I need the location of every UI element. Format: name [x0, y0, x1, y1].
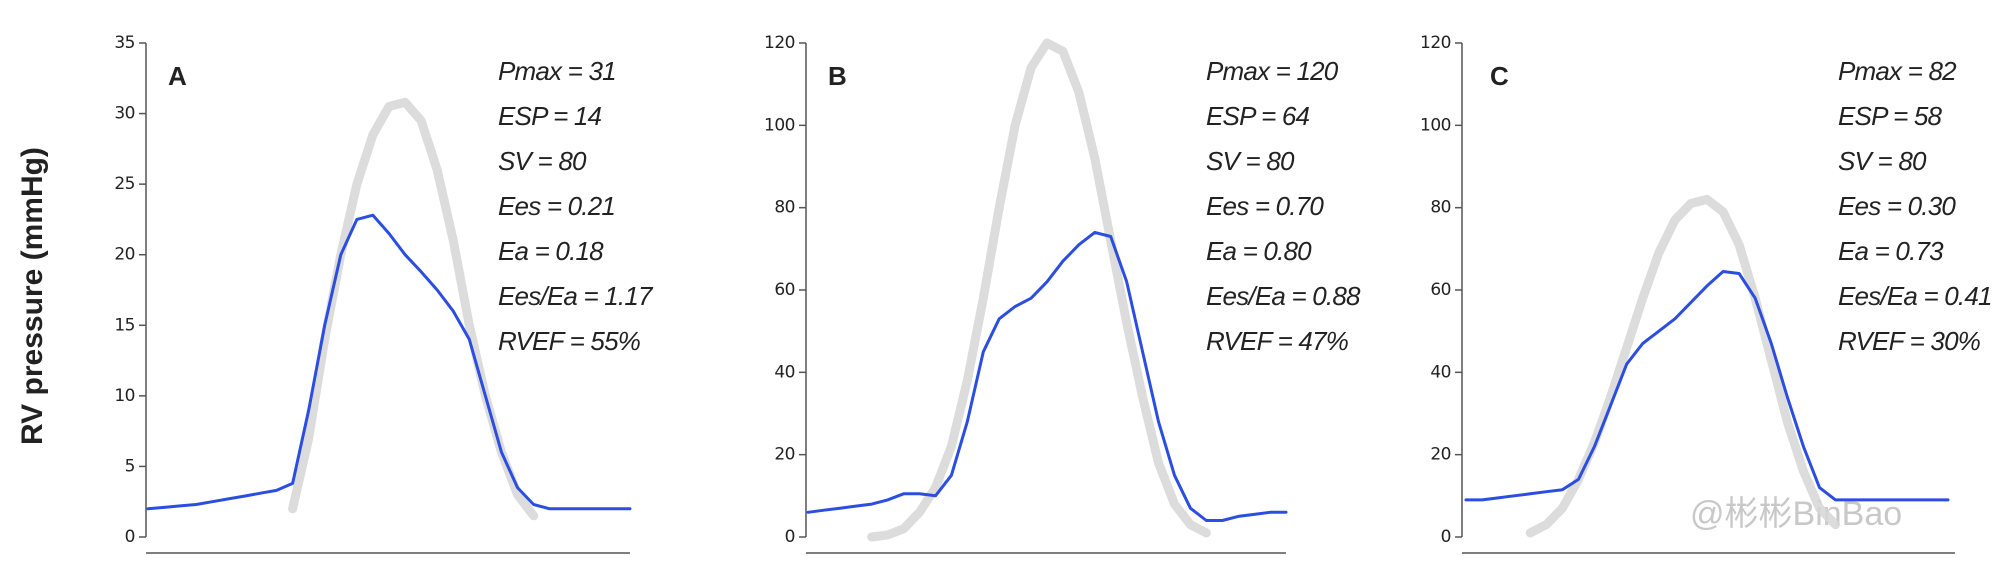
- y-tick-label: 60: [1430, 280, 1451, 300]
- panel: 0 5 10 15 20 25 30 35 A Pmax = 31 ESP = 14 SV = 80 E…: [16, 33, 655, 554]
- annotation: Ees/Ea = 1.17: [498, 281, 654, 311]
- y-tick-label: 20: [774, 445, 795, 465]
- curve: [146, 213, 632, 511]
- y-tick-label: 60: [774, 280, 795, 300]
- curve: [1525, 194, 1840, 538]
- panel-letter: B: [828, 61, 847, 91]
- y-tick-label: 25: [114, 174, 135, 194]
- annotation: Ees = 0.21: [498, 191, 615, 221]
- y-tick-label: 30: [114, 104, 135, 124]
- annotation: Pmax = 120: [1206, 56, 1339, 86]
- y-tick-label: 15: [114, 315, 135, 335]
- y-tick-label: 100: [1420, 115, 1451, 135]
- y-axis-label: RV pressure (mmHg): [16, 147, 49, 445]
- annotation: RVEF = 47%: [1206, 326, 1348, 356]
- annotation: Ea = 0.18: [498, 236, 604, 266]
- annotation: RVEF = 55%: [498, 326, 640, 356]
- curve: [1464, 270, 1950, 502]
- y-tick-label: 20: [114, 245, 135, 265]
- y-tick-label: 120: [1420, 33, 1451, 53]
- annotation: Ees = 0.70: [1206, 191, 1324, 221]
- annotation: Ees/Ea = 0.88: [1206, 281, 1361, 311]
- annotation: ESP = 58: [1838, 101, 1943, 131]
- y-tick-label: 35: [114, 33, 135, 53]
- curve: [806, 230, 1288, 522]
- y-tick-label: 0: [125, 527, 135, 547]
- annotation: Ea = 0.73: [1838, 236, 1944, 266]
- annotation: ESP = 64: [1206, 101, 1310, 131]
- annotation: Ees/Ea = 0.41: [1838, 281, 1992, 311]
- y-tick-label: 40: [1430, 362, 1451, 382]
- annotation: SV = 80: [498, 146, 587, 176]
- annotation: RVEF = 30%: [1838, 326, 1980, 356]
- curve: [867, 38, 1211, 542]
- annotation: ESP = 14: [498, 101, 602, 131]
- y-tick-label: 20: [1430, 445, 1451, 465]
- panel: 0 20 40 60 80 100 120 C Pmax = 82 ESP = 58 SV = 80…: [1420, 33, 1992, 554]
- panel-letter: A: [168, 61, 187, 91]
- y-tick-label: 10: [114, 386, 135, 406]
- y-tick-label: 120: [764, 33, 795, 53]
- annotation: Ea = 0.80: [1206, 236, 1312, 266]
- y-tick-label: 100: [764, 115, 795, 135]
- y-tick-label: 80: [774, 198, 795, 218]
- annotation: Pmax = 31: [498, 56, 616, 86]
- panel-letter: C: [1490, 61, 1509, 91]
- annotation: Ees = 0.30: [1838, 191, 1956, 221]
- y-tick-label: 5: [125, 456, 135, 476]
- annotation: SV = 80: [1206, 146, 1295, 176]
- panel: 0 20 40 60 80 100 120 B Pmax = 120 ESP = 64 SV = 8…: [764, 33, 1362, 554]
- y-tick-label: 80: [1430, 198, 1451, 218]
- y-tick-label: 0: [785, 527, 795, 547]
- annotation: SV = 80: [1838, 146, 1927, 176]
- y-tick-label: 40: [774, 362, 795, 382]
- y-tick-label: 0: [1441, 527, 1451, 547]
- annotation: Pmax = 82: [1838, 56, 1957, 86]
